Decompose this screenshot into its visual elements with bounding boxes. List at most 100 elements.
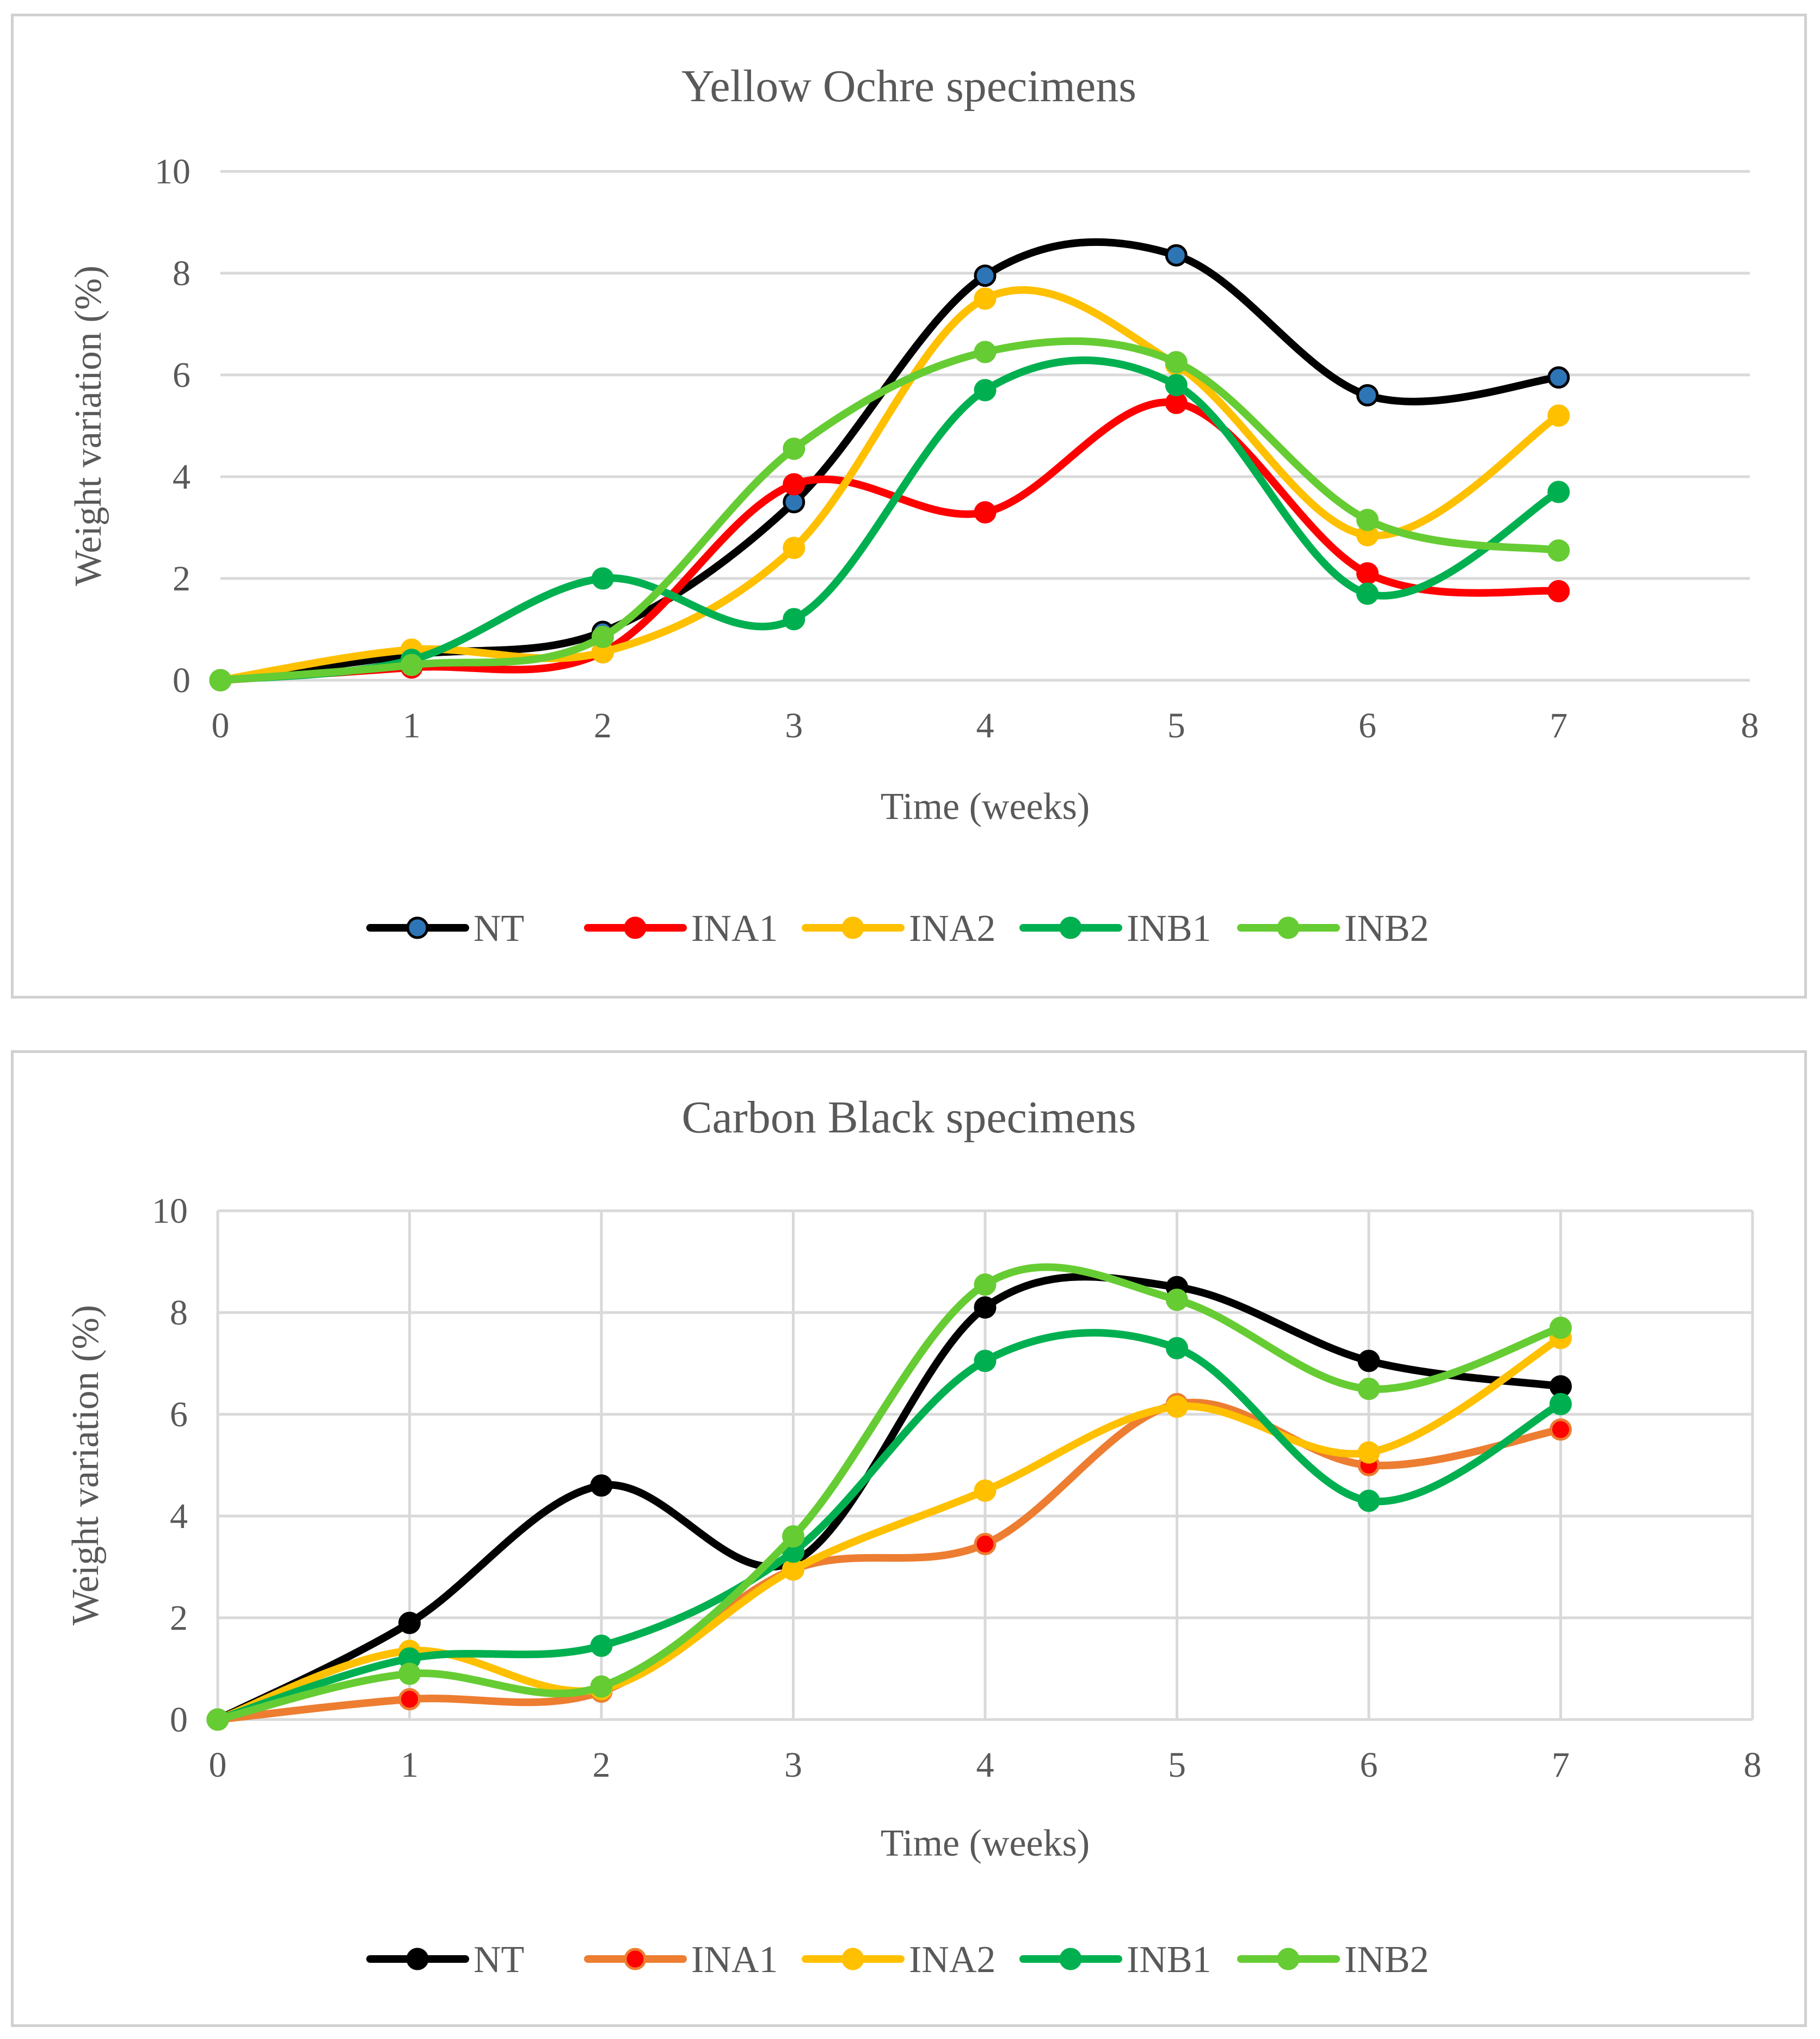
- x-tick-label: 0: [212, 706, 230, 746]
- chart-panel-yellow-ochre: Yellow Ochre specimens 0 2 4 6 8 10 0 1 2 3 4 5 6 7 8 T…: [11, 14, 1807, 999]
- x-tick-label: 1: [403, 706, 421, 746]
- data-point-ina1: [1356, 562, 1379, 585]
- legend-marker-ina2: [841, 916, 864, 939]
- data-point-ina1: [783, 473, 806, 496]
- series-inb1: [206, 1329, 1572, 1731]
- data-point-inb1: [1550, 1393, 1572, 1415]
- data-point-inb1: [974, 379, 997, 402]
- data-point-inb2: [209, 669, 232, 692]
- legend-label-ina2: INA2: [909, 1939, 995, 1981]
- data-point-nt: [974, 1296, 997, 1319]
- y-tick-label: 0: [173, 661, 190, 700]
- legend-label-nt: NT: [474, 908, 524, 950]
- x-axis-title: Time (weeks): [881, 786, 1090, 828]
- series-line-ina1: [217, 398, 1563, 684]
- series-inb2: [209, 337, 1570, 692]
- data-point-inb2: [782, 1525, 804, 1548]
- y-tick-label: 4: [173, 457, 190, 497]
- data-point-inb2: [783, 438, 806, 460]
- chart-panel-carbon-black: Carbon Black specimens 0 2 4 6 8 10 0 1 2 3 4 5 6 7 8 T…: [11, 1050, 1807, 2027]
- x-tick-label: 7: [1552, 1745, 1570, 1785]
- x-tick-label: 4: [976, 1745, 994, 1785]
- legend-label-nt: NT: [474, 1939, 524, 1981]
- data-point-nt: [1357, 1350, 1380, 1372]
- data-point-ina2: [1547, 404, 1570, 427]
- data-point-ina2: [974, 287, 997, 310]
- legend-marker-nt: [406, 916, 429, 939]
- data-point-inb2: [398, 1662, 421, 1685]
- data-point-inb1: [1547, 481, 1570, 503]
- data-point-inb1: [1357, 1489, 1380, 1512]
- x-tick-label: 2: [594, 706, 612, 746]
- data-point-inb2: [1166, 1289, 1188, 1311]
- y-axis-title: Weight variation (%): [67, 266, 109, 586]
- series-line-inb1: [214, 1329, 1565, 1723]
- x-tick-label: 7: [1550, 706, 1567, 746]
- line-chart-carbon-black: 0 2 4 6 8 10 0 1 2 3 4 5 6 7 8 Time (weeks) Weight varia…: [65, 1191, 1762, 1981]
- legend-label-inb2: INB2: [1344, 1939, 1429, 1981]
- data-point-nt: [1547, 366, 1570, 389]
- data-point-ina2: [1357, 1441, 1380, 1464]
- y-tick-label: 8: [173, 254, 190, 293]
- series-line-inb2: [214, 1263, 1565, 1723]
- legend-label-ina1: INA1: [691, 1939, 778, 1981]
- y-tick-label: 8: [170, 1293, 188, 1333]
- legend-marker-inb2: [1277, 916, 1300, 939]
- series-nt: [209, 238, 1570, 692]
- data-point-inb2: [974, 1273, 997, 1296]
- x-tick-label: 3: [784, 1745, 802, 1785]
- x-tick-label: 0: [209, 1745, 227, 1785]
- legend-marker-ina1: [624, 916, 647, 939]
- series-line-inb2: [217, 337, 1563, 684]
- legend-marker-inb2: [1277, 1948, 1300, 1970]
- y-tick-label: 2: [173, 559, 190, 599]
- data-point-nt: [1356, 384, 1379, 406]
- data-point-inb1: [1166, 1336, 1188, 1359]
- data-point-nt: [590, 1474, 613, 1497]
- data-point-inb2: [206, 1708, 229, 1731]
- data-point-inb1: [592, 567, 614, 590]
- data-point-inb2: [590, 1675, 613, 1698]
- legend-label-inb1: INB1: [1127, 908, 1212, 950]
- x-tick-label: 5: [1167, 706, 1185, 746]
- series-ina2: [209, 286, 1570, 692]
- line-chart-yellow-ochre: 0 2 4 6 8 10 0 1 2 3 4 5 6 7 8 Time (weeks) Weight varia…: [67, 152, 1759, 950]
- legend-marker-ina2: [841, 1948, 864, 1970]
- data-point-nt: [1165, 244, 1188, 267]
- data-point-nt: [974, 264, 997, 287]
- legend: NT INA1 INA2 INB1 INB2: [366, 908, 1429, 950]
- data-point-inb1: [783, 608, 806, 631]
- y-axis-title: Weight variation (%): [65, 1305, 107, 1625]
- data-point-inb2: [400, 654, 423, 676]
- data-point-inb2: [1357, 1377, 1380, 1400]
- legend-item-nt: NT: [366, 1939, 524, 1981]
- y-tick-label: 2: [170, 1598, 188, 1638]
- data-point-ina1: [1550, 1418, 1572, 1441]
- legend-item-inb2: INB2: [1237, 908, 1429, 950]
- data-point-ina1: [398, 1688, 421, 1711]
- legend-item-inb2: INB2: [1237, 1939, 1429, 1981]
- series-line-ina1: [214, 1399, 1565, 1723]
- data-point-ina1: [974, 501, 997, 523]
- legend: NT INA1 INA2 INB1 INB2: [366, 1939, 1429, 1981]
- series-line-nt: [217, 238, 1563, 684]
- legend-item-inb1: INB1: [1019, 908, 1212, 950]
- data-point-nt: [398, 1611, 421, 1634]
- legend-label-inb2: INB2: [1344, 908, 1429, 950]
- legend-marker-inb1: [1059, 916, 1082, 939]
- legend-item-ina2: INA2: [802, 908, 995, 950]
- legend-marker-inb1: [1059, 1948, 1082, 1970]
- y-tick-label: 10: [152, 1191, 188, 1231]
- y-tick-label: 6: [170, 1395, 188, 1434]
- legend-item-ina1: INA1: [584, 908, 778, 950]
- legend-marker-ina1: [624, 1948, 647, 1970]
- x-tick-label: 5: [1168, 1745, 1186, 1785]
- x-tick-label: 8: [1741, 706, 1759, 746]
- data-point-inb2: [592, 626, 614, 649]
- legend-item-ina2: INA2: [802, 1939, 995, 1981]
- chart-title: Carbon Black specimens: [681, 1092, 1136, 1143]
- data-point-inb2: [1356, 508, 1379, 531]
- x-tick-label: 8: [1744, 1745, 1762, 1785]
- y-tick-label: 10: [155, 152, 190, 192]
- data-point-inb2: [1550, 1316, 1572, 1339]
